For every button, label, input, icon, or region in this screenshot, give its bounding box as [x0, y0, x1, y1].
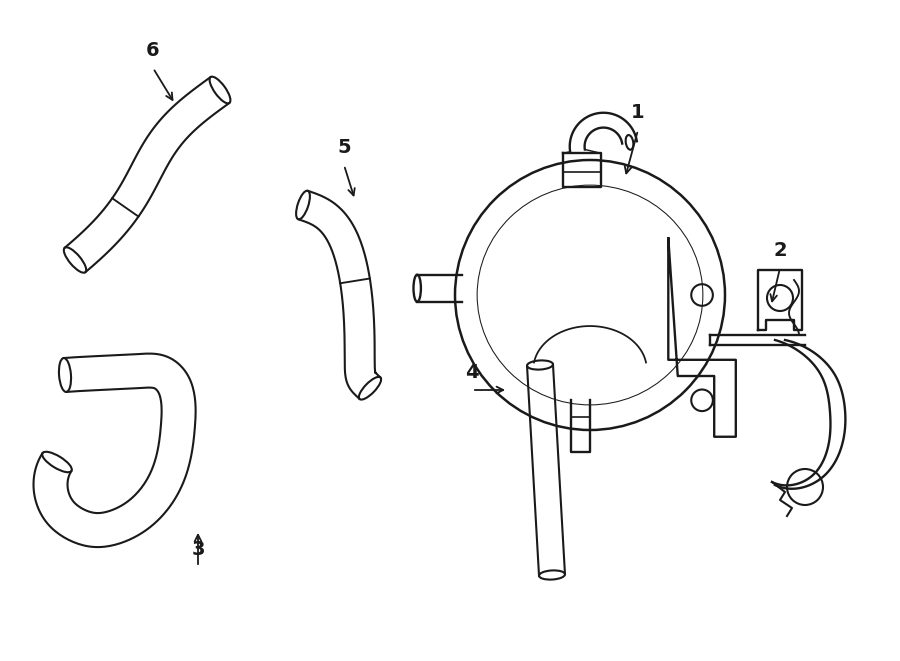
Text: 6: 6 — [146, 41, 160, 60]
Text: 2: 2 — [773, 241, 787, 260]
Text: 3: 3 — [191, 540, 205, 559]
Text: 4: 4 — [465, 363, 479, 382]
Text: 5: 5 — [338, 138, 351, 157]
Text: 1: 1 — [631, 103, 644, 122]
